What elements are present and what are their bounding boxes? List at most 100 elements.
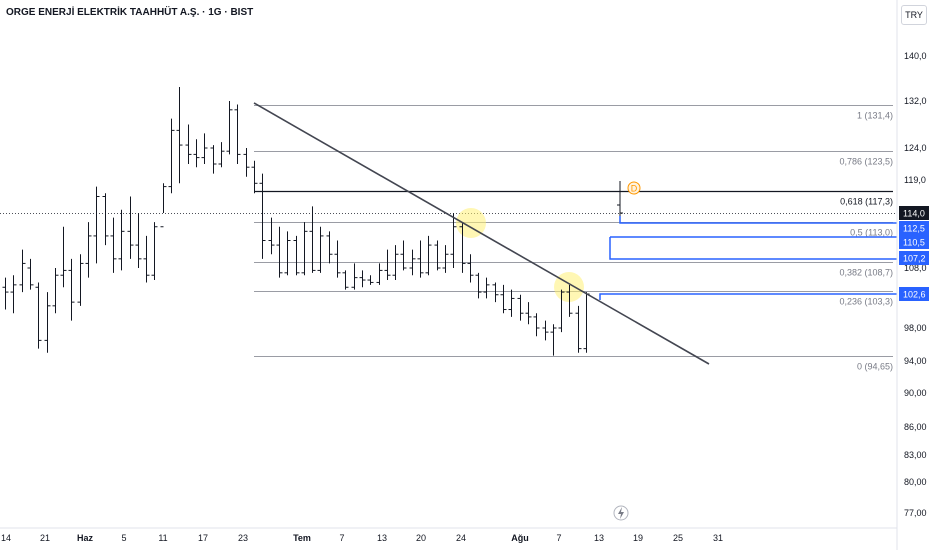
ohlc-bar — [417, 240, 424, 278]
x-tick-label: 5 — [121, 533, 126, 543]
y-tick-label: 108,0 — [904, 263, 927, 273]
fib-level-label: 0,382 (108,7) — [839, 268, 893, 278]
ohlc-bar — [234, 104, 241, 164]
chart-title: ORGE ENERJİ ELEKTRİK TAAHHÜT A.Ş. · 1G ·… — [6, 7, 254, 18]
ohlc-bar — [77, 254, 84, 306]
y-tick-label: 124,0 — [904, 143, 927, 153]
ohlc-bar — [459, 222, 466, 273]
ohlc-bar — [301, 222, 308, 276]
ohlc-bar — [160, 183, 167, 228]
ohlc-bar — [168, 118, 175, 194]
price-tags: 114,0 112,5 110,5 107,2 102,6 — [899, 206, 929, 301]
price-tag-bg — [899, 287, 929, 301]
ohlc-bar — [475, 272, 482, 299]
y-tick-label: 94,00 — [904, 356, 927, 366]
y-axis[interactable]: 140,0 132,0 124,0 119,0 114,0 108,0 102,6 98,00… — [896, 0, 927, 550]
ohlc-bar — [425, 235, 432, 276]
ohlc-bar — [210, 145, 217, 174]
x-axis[interactable]: 14 21 Haz 5 11 17 23 Tem 7 13 20 24 Ağu 7 13 19 25 31 — [0, 527, 897, 543]
x-tick-label: 13 — [377, 533, 387, 543]
ohlc-bar — [60, 226, 67, 288]
tag-line-1026 — [599, 293, 897, 300]
ohlc-bar — [334, 240, 341, 278]
ohlc-bar — [434, 240, 441, 271]
ohlc-bar — [19, 249, 26, 293]
y-tick-label: 132,0 — [904, 96, 927, 106]
ohlc-bar — [359, 270, 366, 288]
price-tag-label: 112,5 — [903, 224, 925, 234]
x-tick-label: 21 — [40, 533, 50, 543]
ohlc-bar — [118, 209, 125, 271]
ohlc-bar — [566, 284, 573, 317]
tag-line-1125 — [619, 216, 897, 224]
y-tick-label: 83,00 — [904, 450, 927, 460]
ohlc-bar — [525, 302, 532, 325]
ohlc-bar — [450, 213, 457, 268]
ohlc-bar — [85, 222, 92, 278]
price-tag-bg — [899, 235, 929, 249]
fibonacci-retracement[interactable]: 1 (131,4) 0,786 (123,5) 0,618 (117,3) 0,5 (… — [0, 105, 897, 372]
ohlc-bar — [251, 160, 258, 194]
x-tick-label: 11 — [158, 533, 167, 543]
ohlc-bar — [317, 226, 324, 273]
x-tick-label: Haz — [77, 533, 94, 543]
ohlc-bar — [276, 226, 283, 278]
y-tick-label: 140,0 — [904, 51, 927, 61]
ohlc-bar — [542, 320, 549, 341]
price-tag-bg — [899, 251, 929, 265]
ohlc-bar — [442, 245, 449, 273]
currency-button[interactable]: TRY — [901, 5, 927, 25]
x-tick-label: Ağu — [511, 533, 529, 543]
ohlc-bar — [44, 292, 51, 353]
y-tick-label: 86,00 — [904, 422, 927, 432]
ohlc-bar — [93, 186, 100, 264]
price-tag-bg — [899, 206, 929, 220]
downtrend-line — [253, 102, 710, 365]
ohlc-bar — [259, 173, 266, 259]
ohlc-bar — [533, 313, 540, 337]
ohlc-bar — [326, 231, 333, 264]
x-tick-label: 25 — [673, 533, 683, 543]
ohlc-bar — [508, 289, 515, 317]
y-tick-label: 90,00 — [904, 388, 927, 398]
ohlc-bar — [517, 294, 524, 321]
ohlc-bar — [284, 231, 291, 276]
price-tag-label: 107,2 — [903, 254, 926, 264]
ohlc-bar — [550, 324, 557, 356]
x-tick-label: 13 — [594, 533, 604, 543]
x-tick-label: 19 — [633, 533, 643, 543]
dividend-marker[interactable]: D — [599, 181, 897, 300]
ohlc-bar — [226, 101, 233, 155]
ohlc-bar — [293, 235, 300, 276]
y-tick-label: 80,00 — [904, 477, 927, 487]
lightning-icon[interactable] — [613, 505, 629, 521]
fib-level-label: 0,618 (117,3) — [840, 197, 893, 207]
ohlc-bar — [218, 142, 225, 168]
ohlc-bar — [102, 193, 109, 246]
fib-level-label: 0,786 (123,5) — [839, 157, 893, 167]
x-tick-label: 17 — [198, 533, 208, 543]
ohlc-bar — [176, 86, 183, 184]
y-tick-label: 77,00 — [904, 508, 927, 518]
price-tag-label: 102,6 — [903, 290, 926, 300]
ohlc-bar — [10, 275, 17, 314]
x-tick-label: 24 — [456, 533, 466, 543]
dividend-marker-circle — [627, 181, 641, 195]
tag-line-1072 — [609, 237, 897, 260]
price-tag-label: 110,5 — [903, 238, 925, 248]
lightning-glyph — [618, 507, 624, 519]
y-tick-label: 119,0 — [904, 175, 926, 185]
ohlc-bar — [2, 277, 9, 310]
dividend-marker-label: D — [631, 184, 638, 194]
ohlc-bar — [351, 263, 358, 290]
trendline[interactable] — [253, 102, 710, 365]
ohlc-bar — [201, 133, 208, 164]
ohlc-bar — [376, 263, 383, 285]
ohlc-bar — [575, 305, 582, 353]
ohlc-bar — [500, 284, 507, 314]
ohlc-bar — [185, 124, 192, 164]
ohlc-bar — [127, 196, 134, 259]
ohlc-bar — [483, 277, 490, 299]
ohlc-bar — [583, 292, 590, 353]
